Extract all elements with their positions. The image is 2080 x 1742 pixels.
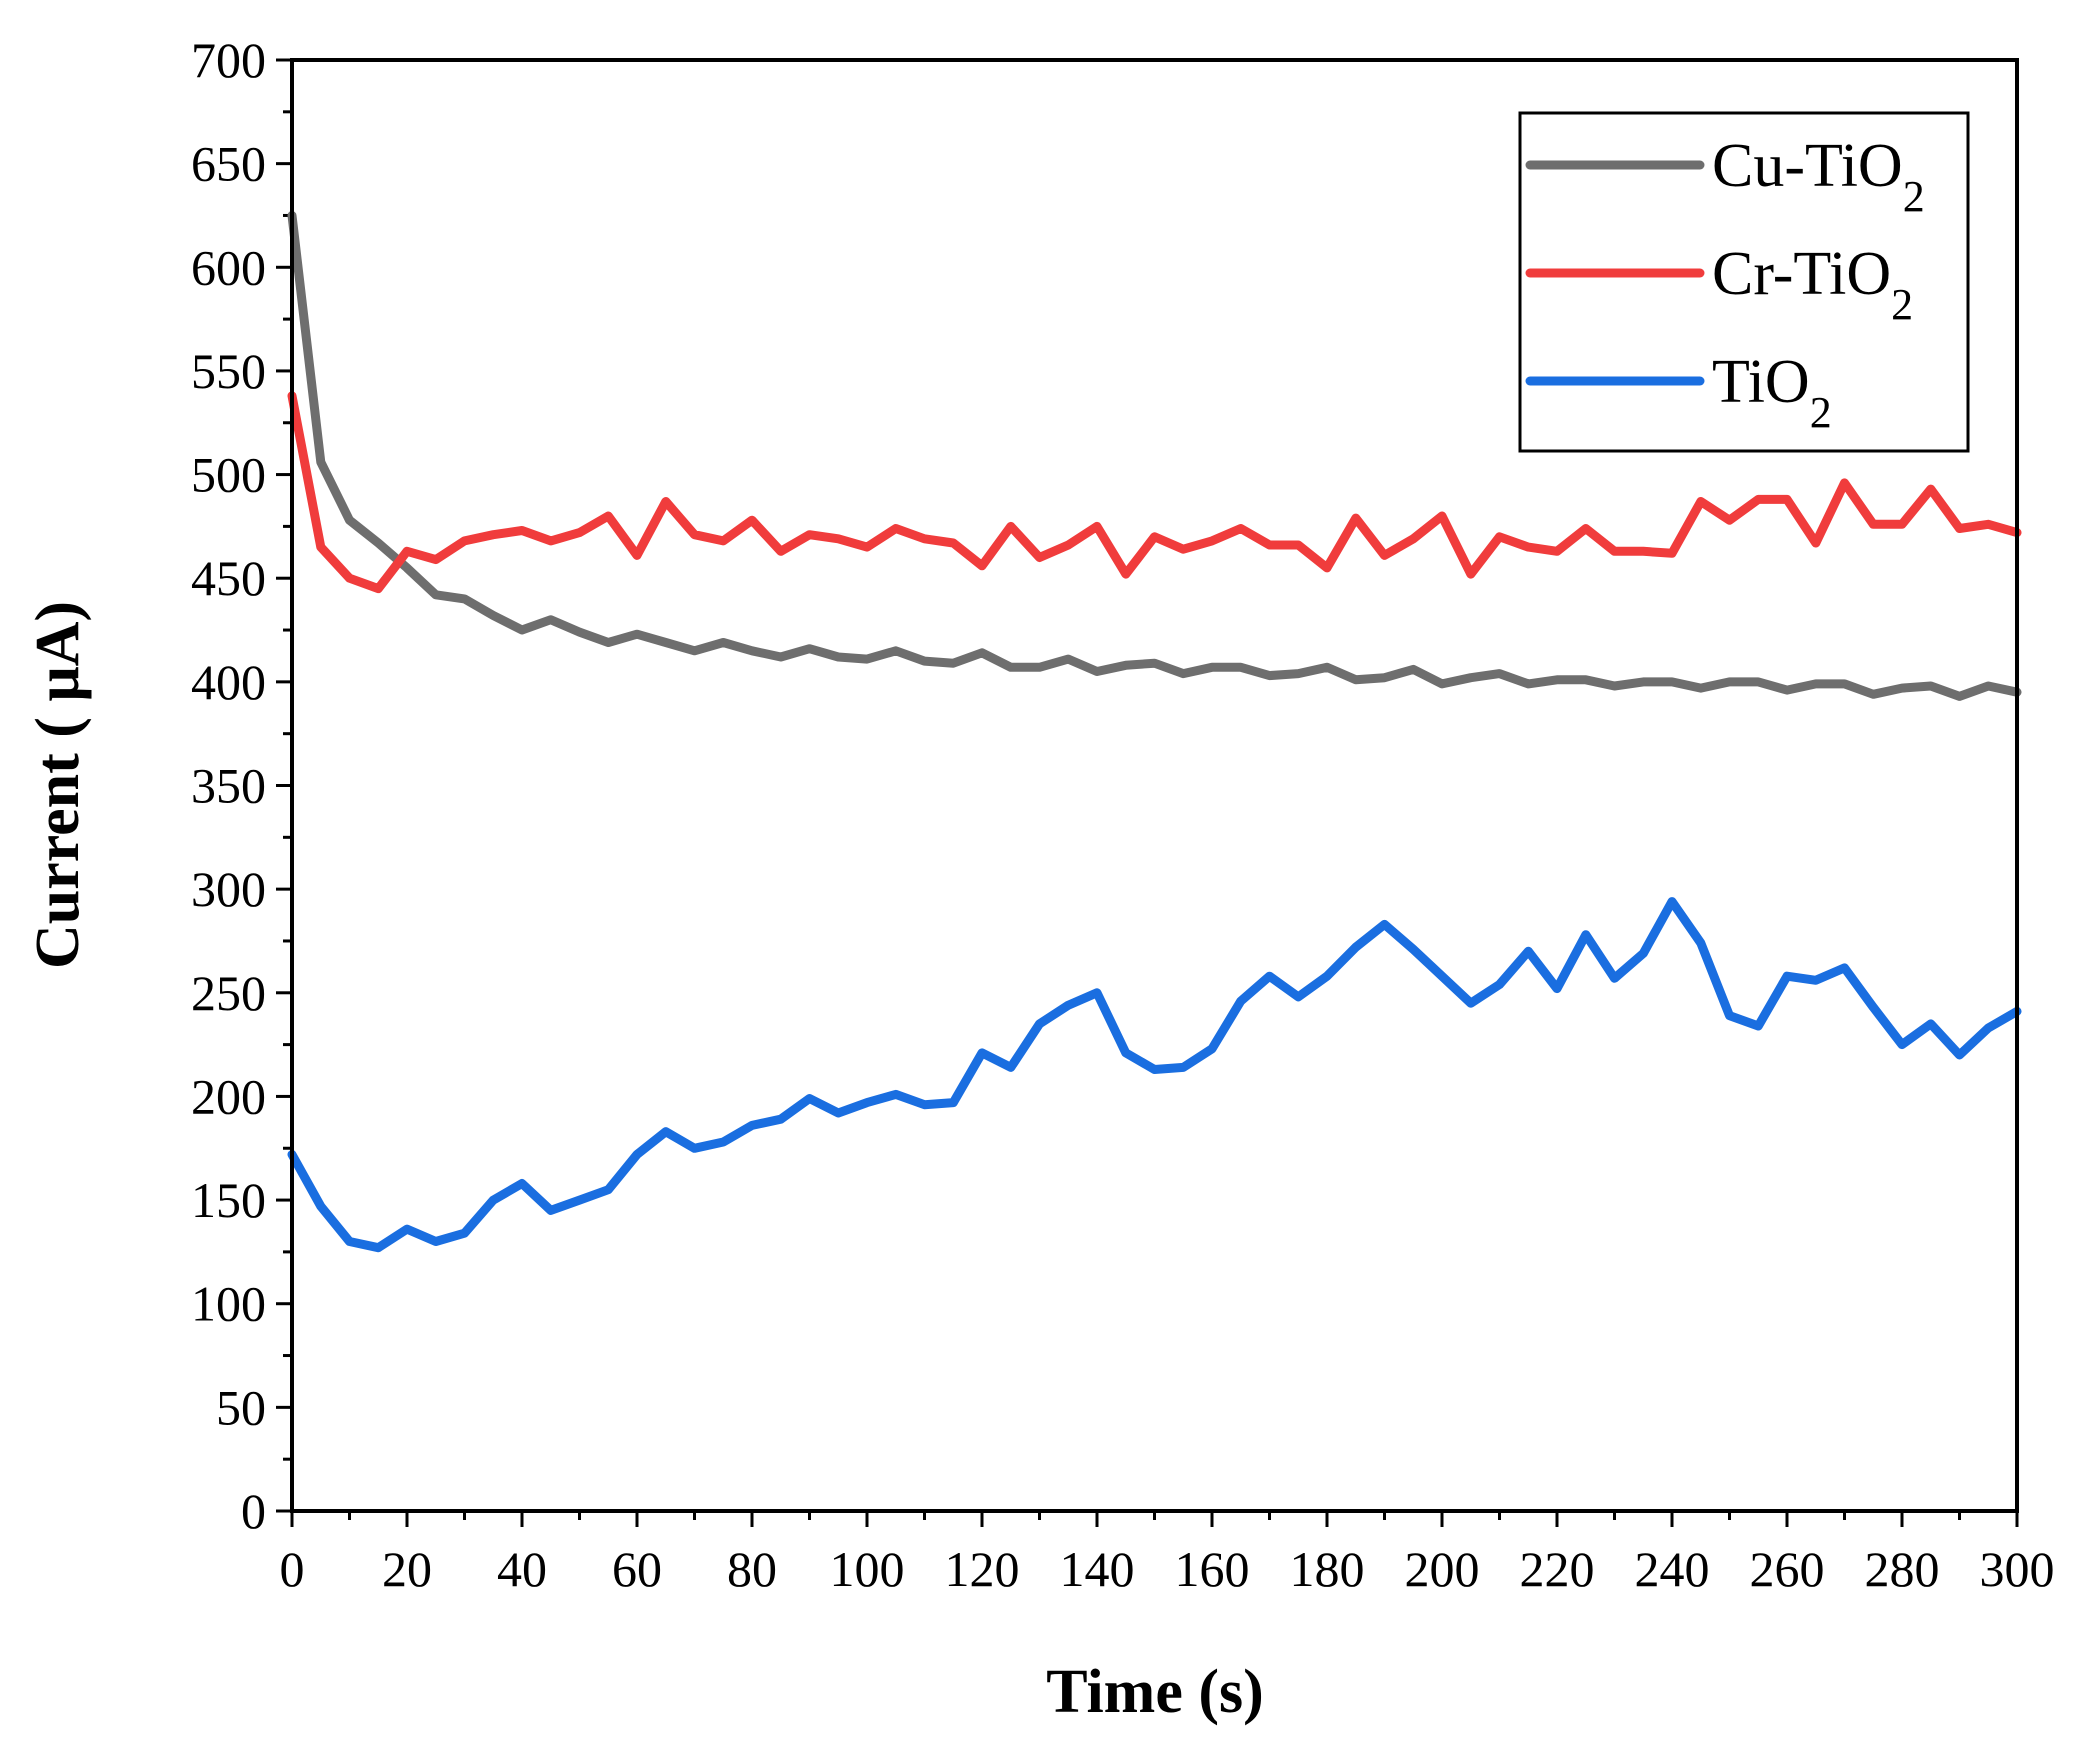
legend-subscript: 2 (1810, 388, 1832, 437)
x-tick-label: 300 (1980, 1541, 2055, 1597)
x-tick-label: 0 (280, 1541, 305, 1597)
series-line-cr-tio2 (287, 391, 2022, 594)
x-tick-label: 200 (1405, 1541, 1480, 1597)
x-tick-label: 140 (1060, 1541, 1135, 1597)
series-line-tio2 (287, 897, 2022, 1253)
x-tick-label: 80 (727, 1541, 777, 1597)
y-tick-label: 50 (216, 1379, 266, 1435)
x-tick-label: 160 (1175, 1541, 1250, 1597)
x-tick-label: 220 (1520, 1541, 1595, 1597)
x-tick-label: 280 (1865, 1541, 1940, 1597)
y-tick-label: 100 (191, 1276, 266, 1332)
y-tick-label: 200 (191, 1068, 266, 1124)
y-tick-label: 550 (191, 343, 266, 399)
x-tick-label: 120 (945, 1541, 1020, 1597)
y-tick-label: 500 (191, 447, 266, 503)
series-lines (287, 211, 2022, 1253)
y-tick-label: 350 (191, 758, 266, 814)
x-tick-label: 40 (497, 1541, 547, 1597)
x-axis-title: Time (s) (1046, 1658, 1264, 1726)
ticks (276, 58, 2019, 1527)
legend-subscript: 2 (1903, 172, 1925, 221)
y-tick-label: 700 (191, 32, 266, 88)
y-tick-label: 300 (191, 861, 266, 917)
x-tick-label: 240 (1635, 1541, 1710, 1597)
x-tick-label: 20 (382, 1541, 432, 1597)
plot-frame (290, 58, 2019, 1513)
y-tick-label: 450 (191, 550, 266, 606)
y-axis-title: Current ( μA) (24, 601, 92, 969)
y-tick-label: 150 (191, 1172, 266, 1228)
y-tick-label: 400 (191, 654, 266, 710)
legend-subscript: 2 (1891, 280, 1913, 329)
x-tick-label: 60 (612, 1541, 662, 1597)
y-tick-label: 650 (191, 136, 266, 192)
x-tick-label: 100 (830, 1541, 905, 1597)
y-tick-label: 250 (191, 965, 266, 1021)
y-tick-label: 0 (241, 1483, 266, 1539)
x-tick-label: 260 (1750, 1541, 1825, 1597)
series-line-cu-tio2 (287, 211, 2022, 701)
tick-labels: 0501001502002503003504004505005506006507… (191, 32, 2055, 1597)
y-tick-label: 600 (191, 239, 266, 295)
x-tick-label: 180 (1290, 1541, 1365, 1597)
